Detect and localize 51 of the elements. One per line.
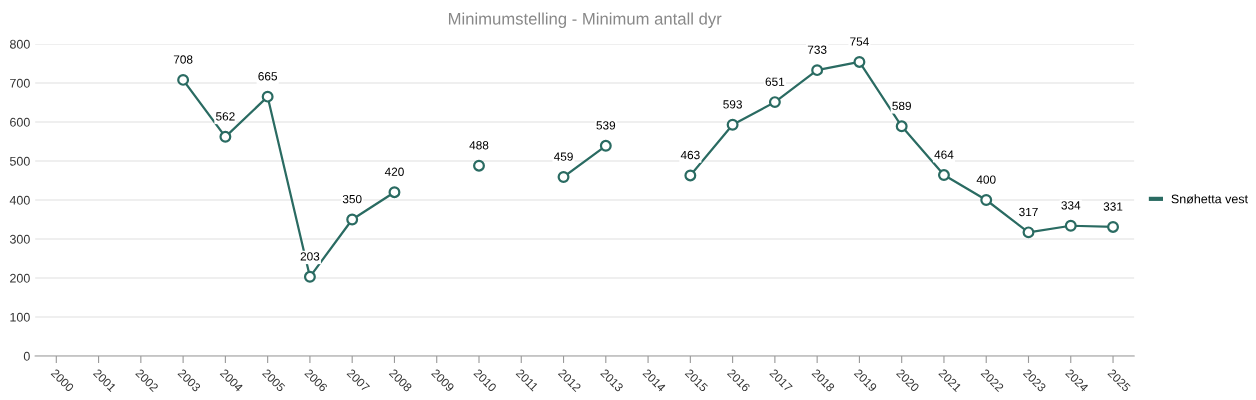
- point: [1107, 220, 1119, 233]
- point: [303, 270, 316, 283]
- data-label: 488: [469, 141, 489, 150]
- point: [473, 159, 485, 172]
- y-tick-label: 800: [10, 39, 30, 49]
- point: [937, 169, 950, 182]
- data-label: 317: [1019, 207, 1038, 217]
- data-label: 593: [723, 100, 742, 109]
- data-label: 651: [765, 77, 785, 86]
- point: [684, 169, 697, 182]
- y-tick-label: 100: [10, 312, 30, 322]
- point: [388, 186, 401, 199]
- data-label: 708: [173, 55, 193, 64]
- data-label: 400: [976, 175, 996, 184]
- point: [1064, 219, 1077, 232]
- data-label: 539: [596, 121, 616, 130]
- point: [261, 90, 274, 103]
- data-label: 459: [553, 152, 573, 161]
- data-label: 463: [680, 150, 700, 160]
- legend-label: Snøhetta vest: [1171, 194, 1248, 204]
- chart-title: Minimumstelling - Minimum antall dyr: [448, 12, 722, 29]
- point: [219, 130, 232, 143]
- y-tick-label: 500: [9, 156, 30, 166]
- data-label: 334: [1061, 201, 1081, 210]
- data-label: 589: [892, 101, 911, 111]
- y-tick-label: 300: [9, 234, 30, 244]
- data-label: 665: [258, 72, 277, 81]
- data-label: 350: [342, 194, 362, 204]
- y-tick-label: 200: [10, 273, 30, 283]
- point: [853, 55, 866, 68]
- point: [177, 73, 190, 86]
- point: [768, 96, 781, 109]
- data-label: 464: [934, 150, 954, 159]
- point: [557, 171, 570, 183]
- data-label: 754: [850, 37, 869, 46]
- point: [726, 118, 739, 131]
- point: [895, 120, 908, 133]
- point: [811, 64, 824, 77]
- point: [1022, 226, 1035, 239]
- y-tick-label: 400: [9, 195, 30, 205]
- y-tick-label: 0: [23, 351, 30, 361]
- data-label: 203: [300, 252, 320, 261]
- data-label: 420: [384, 167, 404, 176]
- point: [980, 194, 993, 206]
- y-tick-label: 600: [10, 117, 30, 127]
- data-label: 562: [216, 112, 235, 121]
- data-label: 331: [1103, 202, 1123, 211]
- point: [599, 139, 612, 152]
- data-label: 733: [807, 45, 827, 54]
- y-tick-label: 700: [10, 78, 30, 88]
- point: [346, 213, 359, 226]
